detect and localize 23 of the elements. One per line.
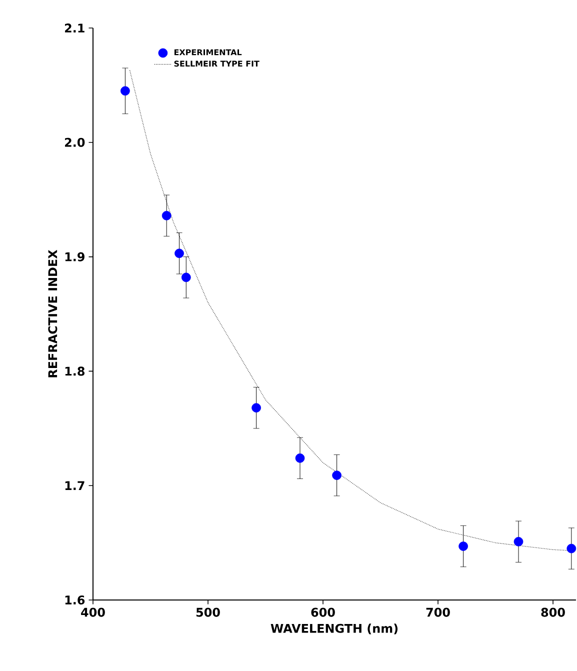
y-tick-label: 1.9 xyxy=(65,252,84,262)
point xyxy=(162,210,172,220)
x-tick-label: 600 xyxy=(311,608,335,617)
point xyxy=(332,470,342,480)
point xyxy=(514,536,524,546)
point xyxy=(120,86,130,96)
y-tick-label: 1.6 xyxy=(65,595,85,605)
point xyxy=(458,542,468,551)
x-axis-title: WAVELENGTH (nm) xyxy=(270,624,398,634)
x-tick-label: 700 xyxy=(426,608,450,617)
point xyxy=(252,403,261,412)
x-tick-label: 500 xyxy=(196,608,220,617)
point xyxy=(566,544,576,554)
point xyxy=(174,248,184,258)
x-tick-label: 400 xyxy=(81,608,105,617)
point xyxy=(181,272,191,282)
point xyxy=(295,453,305,463)
y-tick-label: 2.0 xyxy=(65,138,85,147)
y-tick-label: 1.7 xyxy=(65,481,84,490)
y-tick-label: 2.1 xyxy=(65,24,84,32)
y-tick-label: 1.8 xyxy=(65,366,84,376)
x-tick-label: 800 xyxy=(541,608,565,617)
y-axis-title: REFRACTIVE INDEX xyxy=(48,250,58,378)
